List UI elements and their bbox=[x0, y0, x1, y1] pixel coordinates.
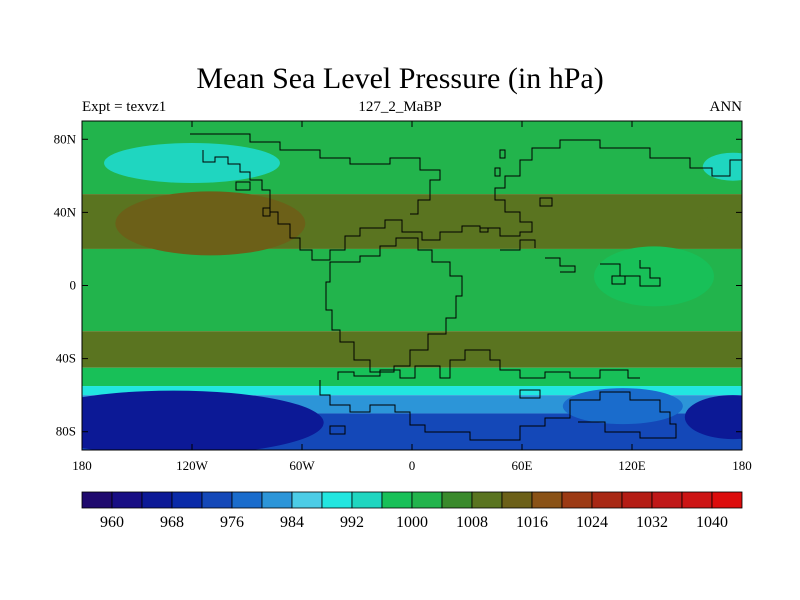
pressure-band bbox=[82, 367, 742, 387]
coastline bbox=[519, 389, 541, 399]
pressure-band bbox=[82, 331, 742, 368]
y-tick-label: 40S bbox=[56, 351, 76, 366]
coastline bbox=[500, 239, 536, 251]
colorbar-label: 984 bbox=[280, 514, 304, 531]
continent-outlines bbox=[190, 133, 742, 441]
x-tick-label: 120W bbox=[176, 458, 209, 473]
colorbar-swatch bbox=[501, 491, 533, 509]
colorbar-label: 1032 bbox=[636, 514, 668, 531]
coastline bbox=[545, 257, 576, 273]
colorbar-label: 976 bbox=[220, 514, 244, 531]
colorbar-swatch bbox=[561, 491, 593, 509]
y-tick-label: 0 bbox=[70, 278, 77, 293]
colorbar-swatch bbox=[471, 491, 503, 509]
low-pressure-cell bbox=[562, 388, 683, 425]
colorbar-swatch bbox=[651, 491, 683, 509]
colorbar-label: 1024 bbox=[576, 514, 608, 531]
y-tick-label: 40N bbox=[54, 204, 77, 219]
colorbar-swatch bbox=[381, 491, 413, 509]
colorbar: 960 968 976 984 992 1000 1008 1016 1024 1032 1040 bbox=[81, 491, 743, 531]
colorbar-swatch bbox=[411, 491, 443, 509]
low-pressure-cell bbox=[82, 390, 324, 450]
coastline bbox=[499, 149, 506, 159]
colorbar-label: 992 bbox=[340, 514, 364, 531]
coastline bbox=[262, 207, 271, 217]
colorbar-swatch bbox=[681, 491, 713, 509]
colorbar-swatch bbox=[261, 491, 293, 509]
colorbar-label: 1000 bbox=[396, 514, 428, 531]
coastline bbox=[479, 227, 489, 233]
low-pressure-cell bbox=[594, 246, 714, 307]
colorbar-label: 1016 bbox=[516, 514, 548, 531]
coastline bbox=[190, 133, 441, 215]
experiment-label: Expt = texvz1 bbox=[82, 99, 167, 115]
coastline bbox=[337, 349, 640, 380]
colorbar-swatch bbox=[531, 491, 563, 509]
colorbar-swatch bbox=[321, 491, 353, 509]
pressure-band bbox=[82, 386, 742, 396]
x-tick-label: 0 bbox=[409, 458, 416, 473]
colorbar-swatch bbox=[591, 491, 623, 509]
x-tick-label: 60W bbox=[289, 458, 315, 473]
colorbar-swatch bbox=[81, 491, 113, 509]
high-pressure-cell bbox=[687, 214, 742, 247]
colorbar-swatch bbox=[711, 491, 743, 509]
coastline bbox=[319, 380, 677, 441]
colorbar-swatch bbox=[621, 491, 653, 509]
x-tick-label: 180 bbox=[732, 458, 752, 473]
coastline bbox=[325, 237, 463, 373]
y-tick-label: 80S bbox=[56, 424, 76, 439]
colorbar-label: 960 bbox=[100, 514, 124, 531]
y-tick-label: 80N bbox=[54, 131, 77, 146]
coastline bbox=[202, 139, 742, 261]
high-pressure-cell bbox=[115, 191, 306, 256]
colorbar-swatch bbox=[141, 491, 173, 509]
coastline bbox=[235, 181, 251, 191]
colorbar-swatch bbox=[231, 491, 263, 509]
colorbar-swatch bbox=[111, 491, 143, 509]
colorbar-label: 1040 bbox=[696, 514, 728, 531]
low-pressure-cell bbox=[684, 395, 742, 440]
axes: 180 120W 60W 0 60E 120E 180 80N 40N 0 40S 80S bbox=[54, 121, 752, 473]
coastline bbox=[611, 275, 626, 285]
colorbar-label: 1008 bbox=[456, 514, 488, 531]
colorbar-swatch bbox=[171, 491, 203, 509]
time-label: 127_2_MaBP bbox=[358, 99, 442, 115]
colorbar-swatch bbox=[351, 491, 383, 509]
colorbar-swatch bbox=[291, 491, 323, 509]
chart-title: Mean Sea Level Pressure (in hPa) bbox=[196, 62, 604, 95]
x-tick-label: 180 bbox=[72, 458, 92, 473]
coastline bbox=[329, 425, 346, 435]
colorbar-label: 968 bbox=[160, 514, 184, 531]
x-tick-label: 60E bbox=[512, 458, 533, 473]
season-label: ANN bbox=[709, 99, 743, 115]
low-pressure-cell bbox=[104, 143, 280, 184]
coastline bbox=[539, 197, 553, 207]
coastline bbox=[600, 260, 661, 287]
pressure-field bbox=[82, 121, 742, 450]
colorbar-swatch bbox=[441, 491, 473, 509]
x-tick-label: 120E bbox=[618, 458, 646, 473]
coastline bbox=[494, 167, 501, 177]
colorbar-swatch bbox=[201, 491, 233, 509]
